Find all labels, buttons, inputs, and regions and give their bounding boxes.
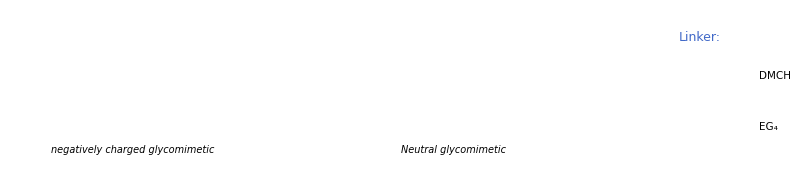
Text: Linker:: Linker: xyxy=(678,31,719,44)
Text: DMCH: DMCH xyxy=(758,71,790,81)
Text: EG₄: EG₄ xyxy=(758,122,777,132)
Text: negatively charged glycomimetic: negatively charged glycomimetic xyxy=(51,146,214,155)
Text: Neutral glycomimetic: Neutral glycomimetic xyxy=(401,146,505,155)
